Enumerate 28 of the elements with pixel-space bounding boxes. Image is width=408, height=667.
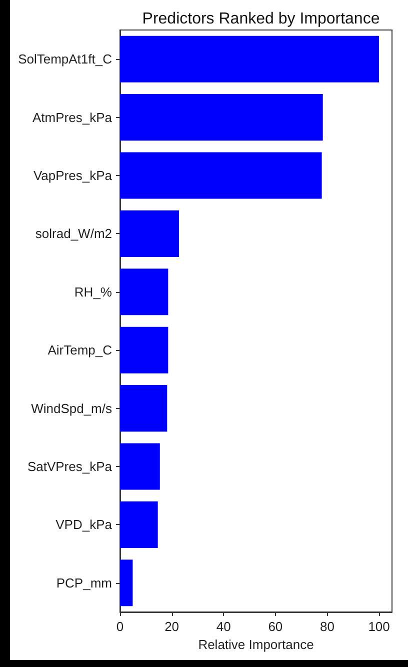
- x-tick-label: 20: [164, 619, 180, 634]
- x-tick-label: 60: [268, 619, 283, 634]
- bar: [120, 560, 133, 606]
- y-tick-label: SatVPres_kPa: [27, 459, 113, 474]
- x-tick-label: 80: [320, 619, 334, 634]
- y-tick-label: PCP_mm: [56, 575, 112, 590]
- bar: [120, 268, 168, 316]
- x-tick-label: 40: [216, 619, 231, 634]
- y-tick-label: VapPres_kPa: [33, 168, 113, 183]
- y-tick-label: RH_%: [74, 284, 112, 300]
- bar: [120, 152, 322, 199]
- bar: [120, 501, 158, 548]
- bar: [120, 210, 180, 257]
- x-tick-label: 100: [368, 619, 390, 634]
- y-tick-label: AirTemp_C: [48, 342, 112, 358]
- bar: [120, 94, 323, 141]
- y-tick-label: VPD_kPa: [56, 517, 113, 532]
- x-tick-label: 0: [116, 619, 124, 634]
- y-tick-label: solrad_W/m2: [35, 226, 112, 242]
- y-tick-label: AtmPres_kPa: [32, 110, 113, 125]
- y-tick-label: WindSpd_m/s: [31, 400, 112, 416]
- x-axis-title: Relative Importance: [198, 637, 314, 652]
- bar: [120, 36, 380, 82]
- bar: [120, 443, 160, 490]
- y-tick-label: SolTempAt1ft_C: [18, 52, 112, 67]
- bar: [120, 385, 168, 432]
- chart-title: Predictors Ranked by Importance: [142, 10, 380, 28]
- bar: [120, 326, 168, 374]
